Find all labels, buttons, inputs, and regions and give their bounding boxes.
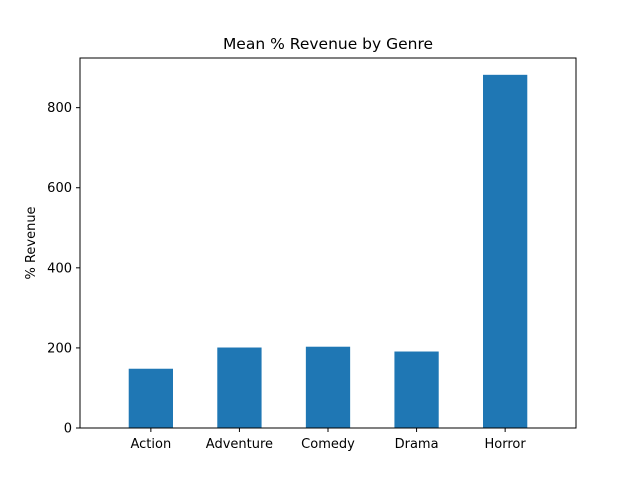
x-tick-label: Horror [485,437,527,452]
bar-horror [483,74,528,429]
bar-comedy [305,346,351,428]
x-tick-label: Comedy [301,437,355,452]
y-tick-label: 0 [64,422,72,437]
x-tick-label: Adventure [206,437,273,452]
chart-title: Mean % Revenue by Genre [223,35,433,53]
x-tick-label: Drama [395,437,439,452]
y-tick-label: 400 [47,261,72,276]
bar-drama [394,351,439,428]
y-tick-label: 200 [47,341,72,356]
bar-action [128,368,173,428]
y-tick-label: 800 [47,101,72,116]
plot-area: Action Adventure Comedy Drama Horror 0 200 400 6… [47,74,528,452]
x-tick-label: Action [130,437,171,452]
bar-adventure [217,347,262,428]
y-axis-label: % Revenue [24,206,39,279]
y-tick-label: 600 [47,181,72,196]
plot-frame [79,57,577,429]
